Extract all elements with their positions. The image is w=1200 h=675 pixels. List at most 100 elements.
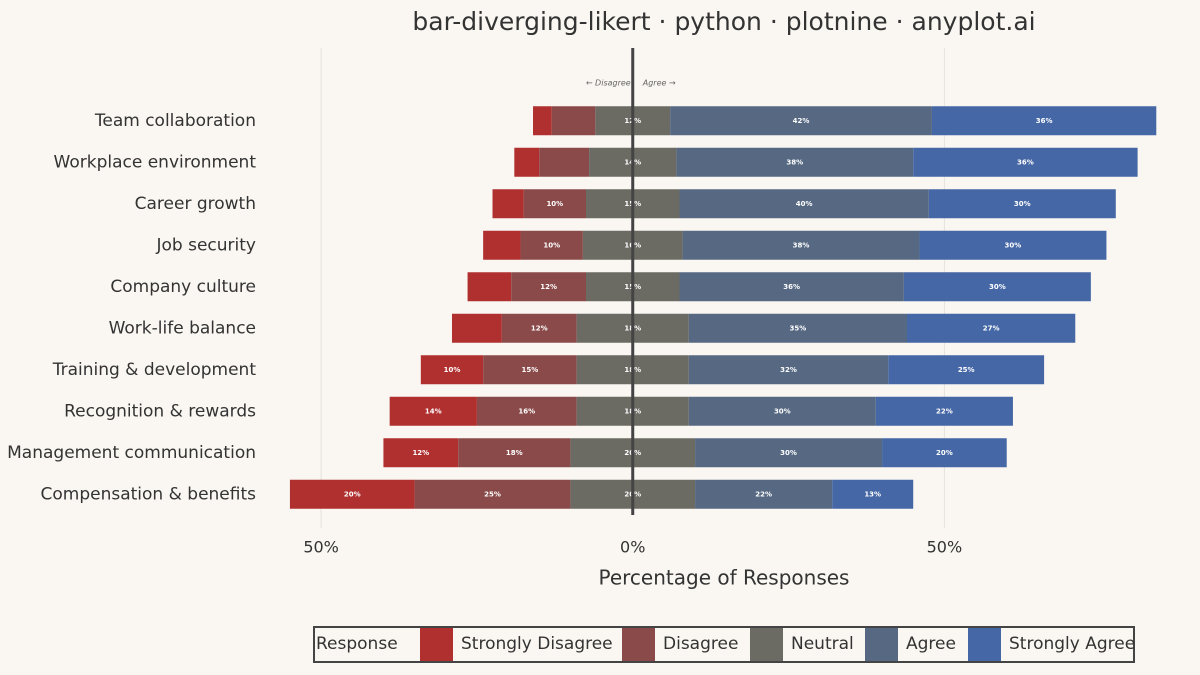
data-label: 40% bbox=[796, 200, 813, 208]
bar-segment bbox=[679, 272, 904, 302]
bar-segment bbox=[919, 230, 1107, 260]
bar-segment bbox=[688, 355, 889, 385]
bar-segment bbox=[451, 313, 502, 343]
legend-box bbox=[313, 626, 1135, 663]
bar-segment bbox=[539, 147, 590, 177]
bar-segment bbox=[389, 396, 477, 426]
bar-segment bbox=[670, 106, 932, 136]
y-tick-label: Workplace environment bbox=[54, 152, 257, 172]
legend-label: Disagree bbox=[663, 634, 738, 654]
annotation: ← Disagree bbox=[586, 79, 631, 88]
legend-swatch bbox=[865, 628, 898, 661]
data-label: 36% bbox=[783, 283, 800, 291]
x-tick-label: 50% bbox=[303, 538, 339, 557]
data-label: 10% bbox=[444, 366, 461, 374]
y-tick-label: Company culture bbox=[110, 277, 256, 297]
bar-segment bbox=[511, 272, 586, 302]
data-label: 22% bbox=[936, 407, 953, 415]
bar-segment bbox=[688, 313, 907, 343]
x-axis-title: Percentage of Responses bbox=[599, 566, 850, 590]
bar-segment bbox=[931, 106, 1157, 136]
x-tick-label: 0% bbox=[620, 538, 645, 557]
bar-segment bbox=[832, 479, 914, 509]
bar-segment bbox=[882, 438, 1007, 468]
legend-title: Response bbox=[316, 634, 398, 654]
bar-segment bbox=[928, 189, 1116, 219]
bar-segment bbox=[903, 272, 1091, 302]
data-label: 20% bbox=[936, 449, 953, 457]
bar-segment bbox=[483, 355, 577, 385]
bar-segment bbox=[458, 438, 571, 468]
bar-segment bbox=[695, 479, 833, 509]
bar-segment bbox=[492, 189, 524, 219]
bar-segment bbox=[906, 313, 1076, 343]
bar-segment bbox=[483, 230, 521, 260]
bar-segment bbox=[679, 189, 929, 219]
data-label: 30% bbox=[774, 407, 791, 415]
y-tick-label: Work-life balance bbox=[109, 318, 256, 338]
legend-label: Neutral bbox=[791, 634, 854, 654]
data-label: 30% bbox=[989, 283, 1006, 291]
bar-segment bbox=[514, 147, 540, 177]
y-tick-label: Job security bbox=[156, 235, 257, 255]
bar-segment bbox=[420, 355, 484, 385]
legend-swatch bbox=[968, 628, 1001, 661]
data-label: 14% bbox=[425, 407, 442, 415]
data-label: 36% bbox=[1017, 158, 1034, 166]
bar-segment bbox=[888, 355, 1045, 385]
x-tick-label: 50% bbox=[927, 538, 963, 557]
data-label: 20% bbox=[344, 490, 361, 498]
data-label: 15% bbox=[522, 366, 539, 374]
data-label: 35% bbox=[790, 324, 807, 332]
bar-segment bbox=[533, 106, 552, 136]
y-tick-label: Management communication bbox=[7, 443, 256, 463]
annotation: Agree → bbox=[642, 79, 676, 88]
legend-swatch bbox=[622, 628, 655, 661]
bar-segment bbox=[913, 147, 1138, 177]
data-label: 12% bbox=[412, 449, 429, 457]
y-tick-label: Compensation & benefits bbox=[41, 484, 257, 504]
bar-segment bbox=[501, 313, 577, 343]
data-label: 18% bbox=[506, 449, 523, 457]
bar-segment bbox=[688, 396, 876, 426]
legend-label: Agree bbox=[906, 634, 956, 654]
data-label: 38% bbox=[793, 241, 810, 249]
data-label: 27% bbox=[983, 324, 1000, 332]
data-label: 13% bbox=[864, 490, 881, 498]
data-label: 32% bbox=[780, 366, 797, 374]
bar-segment bbox=[682, 230, 920, 260]
data-label: 30% bbox=[1014, 200, 1031, 208]
data-label: 30% bbox=[1005, 241, 1022, 249]
bar-segment bbox=[383, 438, 459, 468]
data-label: 42% bbox=[793, 117, 810, 125]
y-tick-label: Team collaboration bbox=[94, 111, 256, 131]
data-label: 16% bbox=[518, 407, 535, 415]
data-label: 10% bbox=[543, 241, 560, 249]
y-tick-label: Career growth bbox=[135, 194, 256, 214]
data-label: 10% bbox=[546, 200, 563, 208]
legend-swatch bbox=[420, 628, 453, 661]
legend-label: Strongly Disagree bbox=[461, 634, 613, 654]
legend-swatch bbox=[750, 628, 783, 661]
data-label: 22% bbox=[755, 490, 772, 498]
data-label: 25% bbox=[958, 366, 975, 374]
bar-segment bbox=[476, 396, 577, 426]
y-tick-label: Training & development bbox=[52, 360, 257, 380]
bar-segment bbox=[695, 438, 883, 468]
data-label: 38% bbox=[786, 158, 803, 166]
data-label: 25% bbox=[484, 490, 501, 498]
bar-segment bbox=[551, 106, 596, 136]
data-label: 12% bbox=[531, 324, 548, 332]
bar-segment bbox=[520, 230, 583, 260]
bar-segment bbox=[523, 189, 586, 219]
chart-title: bar-diverging-likert · python · plotnine… bbox=[412, 7, 1035, 36]
bar-segment bbox=[875, 396, 1013, 426]
bar-segment bbox=[414, 479, 571, 509]
bar-segment bbox=[676, 147, 914, 177]
y-tick-label: Recognition & rewards bbox=[64, 401, 256, 421]
data-label: 30% bbox=[780, 449, 797, 457]
bar-segment bbox=[289, 479, 415, 509]
data-label: 36% bbox=[1036, 117, 1053, 125]
legend-label: Strongly Agree bbox=[1009, 634, 1135, 654]
